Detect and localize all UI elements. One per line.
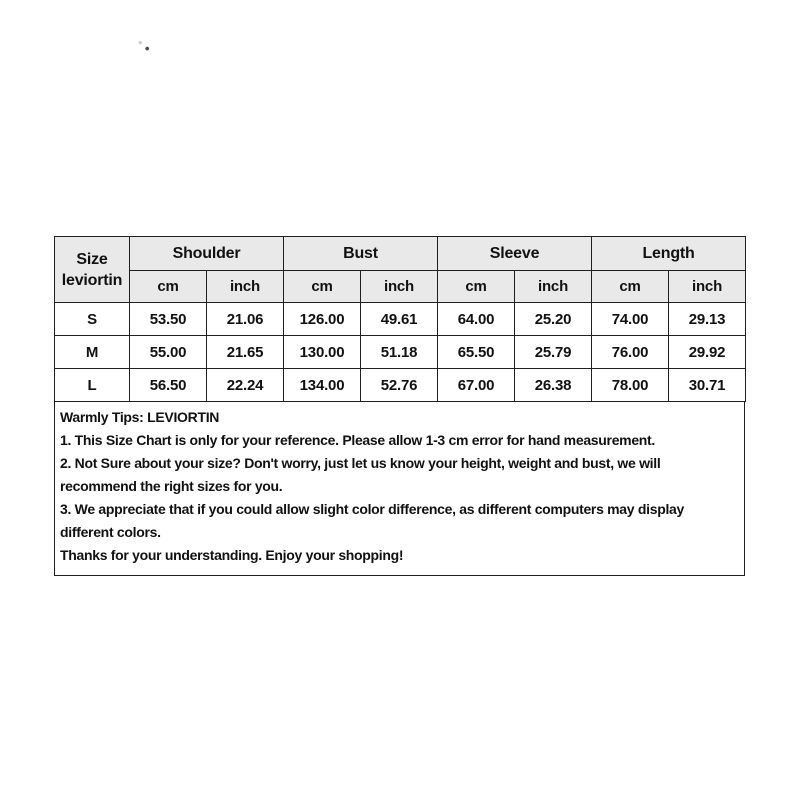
value-cell: 67.00 (437, 368, 516, 402)
unit-header-row: cm inch cm inch cm inch cm inch (55, 270, 747, 303)
warmly-tips-section: Warmly Tips: LEVIORTIN 1. This Size Char… (54, 402, 745, 576)
unit-header-cm: cm (129, 270, 207, 303)
value-cell: 134.00 (283, 368, 361, 402)
unit-header-inch: inch (514, 270, 593, 303)
unit-header-inch: inch (668, 270, 747, 303)
value-cell: 51.18 (359, 335, 439, 369)
tips-title: Warmly Tips: LEVIORTIN (60, 409, 220, 425)
unit-header-cm: cm (437, 270, 516, 303)
table-row-size-m: M 55.00 21.65 130.00 51.18 65.50 25.79 7… (54, 335, 747, 369)
value-cell: 53.50 (129, 302, 207, 336)
value-cell: 29.13 (668, 302, 747, 336)
value-cell: 49.61 (359, 302, 439, 336)
unit-header-cm: cm (283, 270, 361, 303)
value-cell: 130.00 (283, 335, 361, 369)
value-cell: 78.00 (591, 368, 670, 402)
value-cell: 21.65 (206, 335, 284, 369)
size-cell: S (54, 302, 130, 336)
value-cell: 126.00 (283, 302, 361, 336)
tips-line-3: 3. We appreciate that if you could allow… (60, 501, 685, 540)
tips-line-4: Thanks for your understanding. Enjoy you… (60, 547, 404, 563)
size-chart-table: Size leviortin Shoulder Bust Sleeve Leng… (54, 236, 747, 402)
corner-line-size: Size (76, 250, 108, 268)
unit-header-inch: inch (359, 270, 439, 303)
value-cell: 52.76 (359, 368, 439, 402)
size-cell: M (54, 335, 130, 369)
value-cell: 26.38 (514, 368, 593, 402)
value-cell: 25.79 (514, 335, 593, 369)
size-cell: L (54, 368, 130, 402)
group-header-sleeve: Sleeve (437, 236, 593, 271)
smudge-mark (136, 39, 150, 51)
size-chart-box: Size leviortin Shoulder Bust Sleeve Leng… (54, 236, 747, 576)
table-row-size-l: L 56.50 22.24 134.00 52.76 67.00 26.38 7… (54, 368, 747, 402)
tips-line-1: 1. This Size Chart is only for your refe… (60, 432, 656, 448)
value-cell: 21.06 (206, 302, 284, 336)
corner-line-brand: leviortin (61, 271, 123, 289)
value-cell: 76.00 (591, 335, 670, 369)
group-header-row: Size leviortin Shoulder Bust Sleeve Leng… (54, 236, 747, 303)
unit-header-cm: cm (591, 270, 670, 303)
value-cell: 22.24 (206, 368, 284, 402)
table-row-size-s: S 53.50 21.06 126.00 49.61 64.00 25.20 7… (54, 302, 747, 336)
value-cell: 25.20 (514, 302, 593, 336)
group-header-bust: Bust (282, 236, 439, 271)
unit-header-inch: inch (206, 270, 284, 303)
corner-header-cell: Size leviortin (54, 236, 130, 303)
value-cell: 30.71 (668, 368, 747, 402)
value-cell: 56.50 (129, 368, 207, 402)
tips-line-2: 2. Not Sure about your size? Don't worry… (60, 455, 661, 494)
value-cell: 55.00 (129, 335, 207, 369)
value-cell: 74.00 (591, 302, 670, 336)
group-header-shoulder: Shoulder (129, 236, 284, 271)
group-header-length: Length (591, 236, 747, 271)
value-cell: 64.00 (437, 302, 516, 336)
value-cell: 29.92 (668, 335, 747, 369)
value-cell: 65.50 (437, 335, 516, 369)
